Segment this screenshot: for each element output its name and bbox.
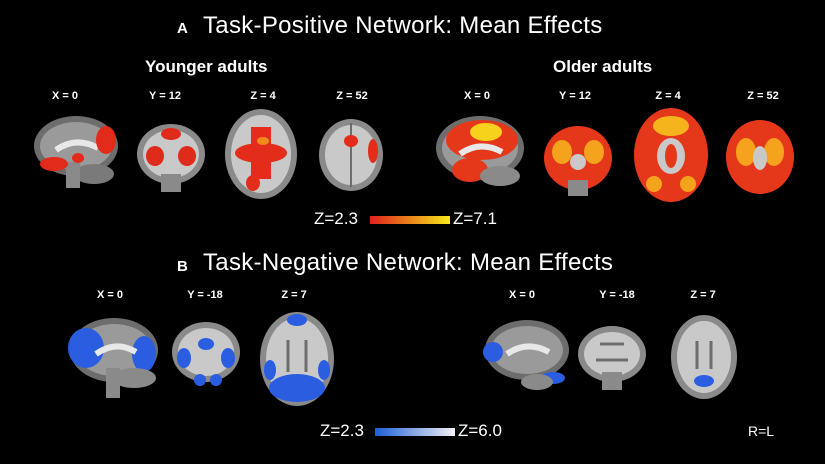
coord-label: X = 0 xyxy=(464,90,490,102)
scale-a-max-label: Z=7.1 xyxy=(453,209,497,228)
coord-label: X = 0 xyxy=(509,289,535,301)
brain-sagittal-slice xyxy=(68,318,158,398)
brain-sagittal-slice xyxy=(34,116,118,188)
scale-a-min-label: Z=2.3 xyxy=(314,209,358,228)
brain-axial-slice xyxy=(634,108,708,202)
panel-b-title: Task-Negative Network: Mean Effects xyxy=(203,249,614,276)
coord-label: Z = 52 xyxy=(336,90,368,102)
brain-coronal-slice xyxy=(544,126,612,196)
coord-label: Y = -18 xyxy=(187,289,223,301)
coord-label: Y = 12 xyxy=(559,90,591,102)
coord-label: Z = 7 xyxy=(281,289,307,301)
scale-b-colorbar xyxy=(375,428,455,436)
scale-a-colorbar xyxy=(370,216,450,224)
brain-axial-slice xyxy=(726,120,794,194)
brain-sagittal-slice xyxy=(436,116,524,186)
panel-a-title: Task-Positive Network: Mean Effects xyxy=(203,12,603,39)
coord-label: X = 0 xyxy=(97,289,123,301)
coord-label: Z = 4 xyxy=(655,90,681,102)
brain-axial-slice xyxy=(260,312,334,406)
coord-label: Z = 4 xyxy=(250,90,276,102)
panel-a-letter: A xyxy=(177,20,188,37)
brain-coronal-slice xyxy=(172,322,240,386)
brain-axial-slice xyxy=(225,109,297,199)
scale-b-max-label: Z=6.0 xyxy=(458,421,502,440)
group-title-younger: Younger adults xyxy=(145,57,268,76)
orientation-note: R=L xyxy=(748,423,775,439)
brain-coronal-slice xyxy=(578,326,646,390)
coord-label: Z = 52 xyxy=(747,90,779,102)
scale-b-min-label: Z=2.3 xyxy=(320,421,364,440)
panel-b-letter: B xyxy=(177,258,188,275)
brain-sagittal-slice xyxy=(483,320,569,390)
brain-coronal-slice xyxy=(137,124,205,192)
group-title-older: Older adults xyxy=(553,57,653,76)
coord-label: X = 0 xyxy=(52,90,78,102)
coord-label: Z = 7 xyxy=(690,289,716,301)
brain-axial-slice xyxy=(319,119,383,191)
coord-label: Y = -18 xyxy=(599,289,635,301)
brain-axial-slice xyxy=(671,315,737,399)
coord-label: Y = 12 xyxy=(149,90,181,102)
